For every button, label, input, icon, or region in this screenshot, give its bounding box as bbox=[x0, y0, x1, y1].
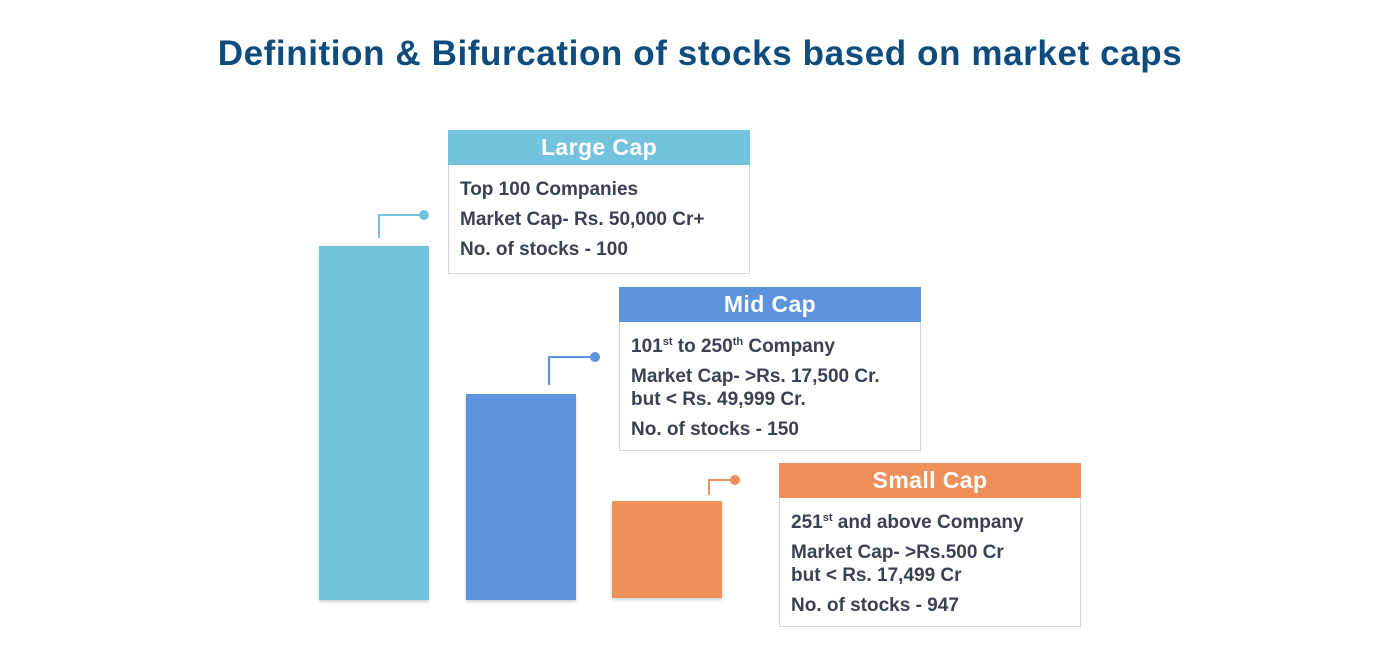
mid-cap-stocks: No. of stocks - 150 bbox=[631, 419, 799, 440]
small-cap-header: Small Cap bbox=[779, 463, 1081, 498]
small-cap-stocks: No. of stocks - 947 bbox=[791, 595, 959, 616]
mid-cap-details: 101st to 250th Company Market Cap- >Rs. … bbox=[620, 322, 920, 457]
large-cap-details: Top 100 Companies Market Cap- Rs. 50,000… bbox=[449, 165, 749, 277]
mid-cap-market-cap-line1: Market Cap- >Rs. 17,500 Cr. bbox=[631, 366, 880, 387]
mid-cap-header: Mid Cap bbox=[619, 287, 921, 322]
small-cap-bar bbox=[612, 501, 722, 598]
small-cap-market-cap-line1: Market Cap- >Rs.500 Cr bbox=[791, 542, 1004, 563]
mid-cap-rank: 101st to 250th Company bbox=[631, 336, 835, 357]
page-title: Definition & Bifurcation of stocks based… bbox=[217, 34, 1183, 73]
small-cap-rank: 251st and above Company bbox=[791, 512, 1024, 533]
small-cap-market-cap-line2: but < Rs. 17,499 Cr bbox=[791, 565, 962, 586]
mid-cap-market-cap-line2: but < Rs. 49,999 Cr. bbox=[631, 389, 806, 410]
large-cap-card: Large Cap Top 100 Companies Market Cap- … bbox=[448, 130, 750, 274]
mid-cap-card: Mid Cap 101st to 250th Company Market Ca… bbox=[619, 287, 921, 451]
large-cap-market-cap: Market Cap- Rs. 50,000 Cr+ bbox=[460, 209, 705, 230]
small-cap-details: 251st and above Company Market Cap- >Rs.… bbox=[780, 498, 1080, 633]
mid-cap-bar bbox=[466, 394, 576, 600]
large-cap-bar bbox=[319, 246, 429, 600]
large-cap-stocks: No. of stocks - 100 bbox=[460, 239, 628, 260]
large-cap-header: Large Cap bbox=[448, 130, 750, 165]
large-cap-rank: Top 100 Companies bbox=[460, 179, 639, 200]
small-cap-card: Small Cap 251st and above Company Market… bbox=[779, 463, 1081, 627]
